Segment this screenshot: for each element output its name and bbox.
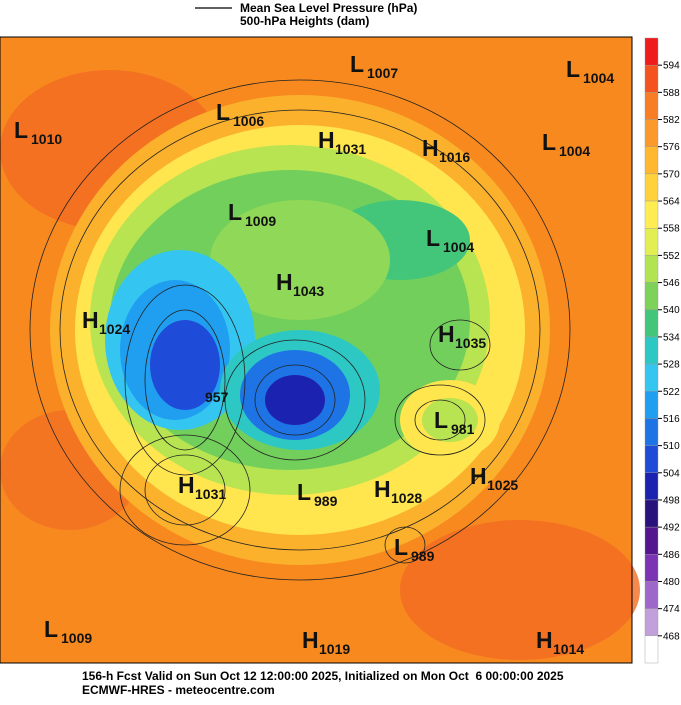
center-value: 981 xyxy=(451,421,475,437)
center-letter: L xyxy=(350,51,364,77)
colorbar-swatch xyxy=(644,119,659,147)
colorbar-label: 468 xyxy=(663,631,680,642)
center-value: 1004 xyxy=(443,239,474,255)
colorbar-swatch xyxy=(644,146,659,175)
center-value: 1031 xyxy=(335,141,366,157)
colorbar-label: 486 xyxy=(663,550,680,561)
legend-text: Mean Sea Level Pressure (hPa) xyxy=(240,1,417,15)
colorbar-label: 558 xyxy=(663,224,680,235)
center-letter: H xyxy=(276,269,293,295)
center-value: 957 xyxy=(205,389,229,405)
center-letter: L xyxy=(566,56,580,82)
center-value: 1014 xyxy=(553,641,584,657)
center-value: 1010 xyxy=(31,131,62,147)
colorbar-swatch xyxy=(644,418,659,446)
center-value: 989 xyxy=(314,493,338,509)
colorbar-label: 498 xyxy=(663,495,680,506)
center-value: 1035 xyxy=(455,335,486,351)
center-letter: H xyxy=(374,476,391,502)
center-letter: H xyxy=(178,472,195,498)
center-letter: L xyxy=(228,199,242,225)
center-letter: L xyxy=(14,117,28,143)
colorbar-label: 516 xyxy=(663,414,680,425)
colorbar-label: 492 xyxy=(663,523,680,534)
center-letter: L xyxy=(542,129,556,155)
center-value: 1007 xyxy=(367,65,398,81)
colorbar-swatch xyxy=(644,255,659,283)
colorbar-label: 474 xyxy=(663,604,680,615)
colorbar-label: 576 xyxy=(663,142,680,153)
colorbar-swatch xyxy=(644,92,659,120)
colorbar-swatch xyxy=(644,554,659,582)
center-letter: H xyxy=(422,135,439,161)
colorbar-swatch xyxy=(644,37,659,66)
colorbar-label: 588 xyxy=(663,88,680,99)
center-letter: L xyxy=(216,99,230,125)
colorbar-swatch xyxy=(644,445,659,473)
colorbar-swatch xyxy=(644,526,659,555)
colorbar-swatch xyxy=(644,608,659,637)
center-value: 989 xyxy=(411,548,435,564)
center-value: 1031 xyxy=(195,486,226,502)
map-field xyxy=(0,36,640,664)
footer-text: ECMWF-HRES - meteocentre.com xyxy=(82,683,275,697)
colorbar-swatch xyxy=(644,64,659,93)
colorbar-label: 582 xyxy=(663,115,680,126)
colorbar-label: 594 xyxy=(663,61,680,72)
colorbar-label: 552 xyxy=(663,251,680,262)
center-value: 1009 xyxy=(61,630,92,646)
center-letter: L xyxy=(297,479,311,505)
center-value: 1009 xyxy=(245,213,276,229)
colorbar-swatch xyxy=(644,309,659,338)
colorbar-label: 504 xyxy=(663,468,680,479)
center-value: 1043 xyxy=(293,283,324,299)
center-letter: L xyxy=(434,407,448,433)
center-value: 1019 xyxy=(319,641,350,657)
center-letter: H xyxy=(536,627,553,653)
colorbar-swatch xyxy=(644,391,659,419)
center-value: 1028 xyxy=(391,490,422,506)
center-letter: H xyxy=(470,463,487,489)
center-letter: L xyxy=(394,534,408,560)
center-letter: L xyxy=(426,225,440,251)
center-value: 1004 xyxy=(559,143,590,159)
center-value: 1025 xyxy=(487,477,518,493)
center-letter: L xyxy=(44,616,58,642)
colorbar-swatch xyxy=(644,581,659,609)
colorbar-swatch xyxy=(644,282,659,310)
colorbar-swatch xyxy=(644,499,659,528)
colorbar-label: 510 xyxy=(663,441,680,452)
colorbar-swatch xyxy=(644,173,659,202)
center-value: 1016 xyxy=(439,149,470,165)
center-value: 1024 xyxy=(99,321,130,337)
footer-text: 156-h Fcst Valid on Sun Oct 12 12:00:00 … xyxy=(82,669,564,683)
center-value: 1004 xyxy=(583,70,614,86)
center-letter: H xyxy=(318,127,335,153)
colorbar-swatch xyxy=(644,472,659,501)
colorbar-label: 546 xyxy=(663,278,680,289)
colorbar-label: 528 xyxy=(663,360,680,371)
center-letter: H xyxy=(302,627,319,653)
center-letter: H xyxy=(438,321,455,347)
colorbar-swatch xyxy=(644,635,659,664)
colorbar-swatch xyxy=(644,363,659,392)
colorbar-label: 522 xyxy=(663,387,680,398)
colorbar-label: 480 xyxy=(663,577,680,588)
colorbar-swatch xyxy=(644,200,659,229)
colorbar-label: 570 xyxy=(663,169,680,180)
legend-text: 500-hPa Heights (dam) xyxy=(240,14,369,28)
center-value: 1006 xyxy=(233,113,264,129)
colorbar-label: 564 xyxy=(663,197,680,208)
colorbar-label: 534 xyxy=(663,332,680,343)
colorbar-swatch xyxy=(644,336,659,365)
colorbar-label: 540 xyxy=(663,305,680,316)
center-letter: H xyxy=(82,307,99,333)
colorbar-swatch xyxy=(644,228,659,256)
